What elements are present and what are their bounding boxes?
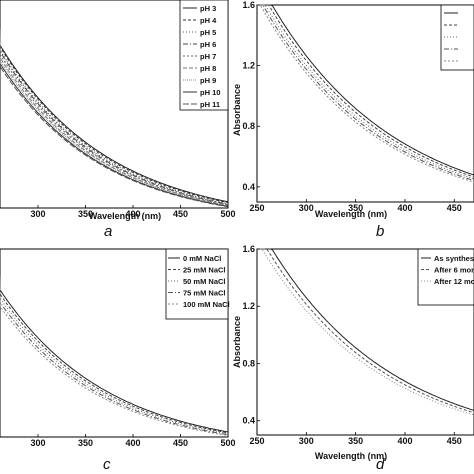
x-tick-label: 500 — [220, 209, 235, 219]
series-line-3 — [257, 248, 474, 416]
series-line-2 — [257, 248, 474, 414]
series-line-3 — [0, 33, 229, 204]
plot-frame-d — [256, 248, 474, 436]
legend-label: As synthesized — [434, 254, 474, 263]
legend-label: pH 9 — [200, 76, 216, 85]
curves-c — [0, 275, 229, 436]
x-tick-label: 300 — [30, 438, 45, 448]
panel-label-b: b — [376, 223, 384, 240]
series-line-5 — [0, 292, 229, 436]
x-tick-label: 450 — [173, 209, 188, 219]
legend-label: 50 mM NaCl — [183, 277, 226, 286]
curves-a — [0, 28, 229, 208]
legend-d: As synthesized After 6 months of sh After … — [417, 248, 474, 306]
y-axis-label-d: Absorbance — [232, 316, 242, 368]
x-tick-label: 250 — [249, 203, 264, 213]
series-line-5 — [0, 38, 229, 205]
y-tick-label: 0.4 — [242, 416, 255, 426]
x-tick-label: 250 — [249, 436, 264, 446]
legend-label: 0 mM NaCl — [183, 254, 221, 263]
y-axis-label-b: Absorbance — [232, 84, 242, 136]
legend-b — [440, 4, 474, 71]
legend-label: After 6 months of sh — [434, 266, 474, 275]
x-tick-label: 450 — [173, 438, 188, 448]
curves-b — [257, 4, 474, 183]
legend-label: pH 5 — [200, 28, 216, 37]
x-tick-label: 350 — [78, 438, 93, 448]
legend-label: pH 11 — [200, 100, 220, 109]
legend-box-c — [165, 248, 229, 320]
series-line-1 — [0, 28, 229, 203]
panel-c: 300 350 400 450 500 0 mM NaCl 25 mM NaCl 50 mM… — [0, 248, 236, 473]
panel-label-c: c — [103, 456, 111, 473]
y-tick-label: 0.4 — [242, 182, 255, 192]
legend-label: 100 mM NaCl — [183, 300, 230, 309]
panel-b: 250 300 350 400 450 0.4 0.8 1.2 1.6 Wavelength … — [232, 0, 474, 240]
panel-label-d: d — [376, 456, 385, 473]
x-tick-label: 300 — [299, 436, 314, 446]
y-tick-label: 1.2 — [242, 61, 255, 71]
x-ticks-a: 300 350 400 450 500 — [30, 205, 236, 219]
y-ticks-d: 0.4 0.8 1.2 1.6 — [242, 244, 260, 426]
y-ticks-b: 0.4 0.8 1.2 1.6 — [242, 0, 260, 192]
legend-label: After 12 months of s — [434, 277, 474, 286]
y-tick-label: 1.6 — [242, 244, 255, 254]
y-tick-label: 1.2 — [242, 301, 255, 311]
x-axis-label-b: Wavelength (nm) — [315, 209, 387, 219]
legend-box-b — [440, 4, 474, 71]
series-line-2 — [0, 30, 229, 203]
legend-label: pH 10 — [200, 88, 220, 97]
x-tick-label: 350 — [78, 209, 93, 219]
x-axis-label-a: Wavelength (nm) — [89, 211, 161, 221]
x-tick-label: 350 — [348, 203, 363, 213]
legend-label: pH 7 — [200, 52, 216, 61]
x-ticks-c: 300 350 400 450 500 — [30, 434, 236, 448]
y-tick-label: 1.6 — [242, 0, 255, 10]
series-line-6 — [0, 41, 229, 206]
y-tick-label: 0.8 — [242, 358, 255, 368]
legend-a: pH 3 pH 4 pH 5 pH 6 pH 7 pH 8 pH 9 pH 10 pH 11 — [179, 0, 229, 111]
panel-label-a: a — [104, 223, 112, 240]
series-line-1 — [257, 248, 474, 411]
x-tick-label: 450 — [447, 436, 462, 446]
x-tick-label: 400 — [125, 209, 140, 219]
x-axis-label-d: Wavelength (nm) — [315, 451, 387, 461]
legend-label: 25 mM NaCl — [183, 266, 226, 275]
legend-c: 0 mM NaCl 25 mM NaCl 50 mM NaCl 75 mM NaCl 1… — [165, 248, 230, 320]
series-line-2 — [257, 4, 474, 178]
series-line-1 — [257, 4, 474, 176]
x-tick-label: 400 — [125, 438, 140, 448]
y-tick-label: 0.8 — [242, 121, 255, 131]
legend-label: pH 6 — [200, 40, 216, 49]
series-line-1 — [0, 275, 229, 433]
x-tick-label: 450 — [447, 203, 462, 213]
series-line-7 — [0, 44, 229, 207]
x-tick-label: 300 — [299, 203, 314, 213]
plot-frame-c — [0, 248, 229, 438]
legend-label: 75 mM NaCl — [183, 289, 226, 298]
series-line-4 — [0, 288, 229, 436]
x-tick-label: 350 — [348, 436, 363, 446]
x-ticks-b: 250 300 350 400 450 — [249, 199, 462, 213]
legend-label: pH 4 — [200, 16, 217, 25]
x-ticks-d: 250 300 350 400 450 — [249, 432, 462, 446]
x-tick-label: 500 — [220, 438, 235, 448]
x-tick-label: 400 — [397, 203, 412, 213]
legend-label: pH 8 — [200, 64, 216, 73]
legend-label: pH 3 — [200, 4, 216, 13]
panel-d: 250 300 350 400 450 0.4 0.8 1.2 1.6 Wavelength … — [232, 244, 474, 473]
x-tick-label: 400 — [397, 436, 412, 446]
curves-d — [257, 248, 474, 416]
panel-a: 300 350 400 450 500 Wavelength (nm) pH 3 pH 4… — [0, 0, 236, 240]
series-line-9 — [0, 51, 229, 208]
series-line-4 — [0, 35, 229, 205]
plot-frame-b — [256, 4, 474, 203]
x-tick-label: 300 — [30, 209, 45, 219]
series-line-4 — [257, 4, 474, 181]
